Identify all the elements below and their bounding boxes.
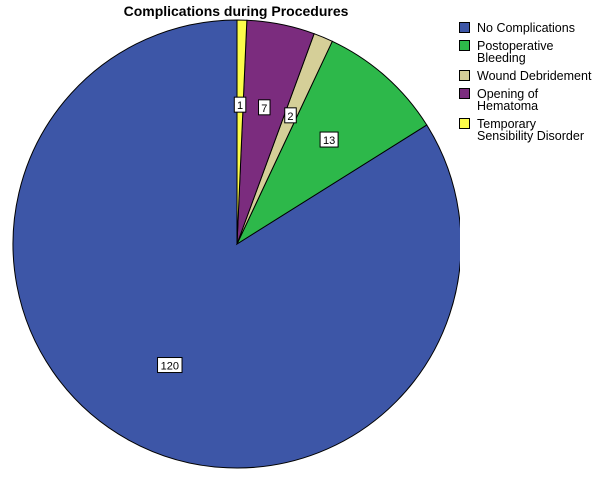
svg-text:120: 120 [161,361,179,373]
svg-text:1: 1 [237,100,243,112]
legend-item-2: Wound Debridement [459,70,614,82]
legend-label: Opening of Hematoma [477,87,539,113]
legend-swatch [459,22,470,33]
legend-swatch [459,70,470,81]
pie-data-labels: 120 13 2 7 1 [157,96,339,374]
svg-text:7: 7 [261,103,267,115]
legend-label: No Complications [477,21,575,35]
legend-swatch [459,118,470,129]
legend-item-0: No Complications [459,22,614,34]
pie-chart: 120 13 2 7 1 [12,19,460,469]
data-label-0: 120 [157,357,183,374]
data-label-1: 13 [319,131,339,148]
legend-item-1: Postoperative Bleeding [459,40,614,64]
legend-swatch [459,88,470,99]
svg-text:13: 13 [323,135,335,147]
chart-title: Complications during Procedures [123,3,349,19]
legend-item-3: Opening of Hematoma [459,88,614,112]
data-label-2: 2 [284,107,297,124]
data-label-3: 7 [258,99,271,116]
legend-label: Postoperative Bleeding [477,39,554,65]
pie-slices [12,19,460,469]
legend-label: Wound Debridement [477,69,592,83]
legend-item-4: Temporary Sensibility Disorder [459,118,614,142]
legend-swatch [459,40,470,51]
data-label-4: 1 [233,96,247,113]
pie-slice-4 [236,19,248,245]
legend-label: Temporary Sensibility Disorder [477,117,584,143]
svg-text:2: 2 [287,111,293,123]
legend: No Complications Postoperative Bleeding Wo… [459,22,614,148]
